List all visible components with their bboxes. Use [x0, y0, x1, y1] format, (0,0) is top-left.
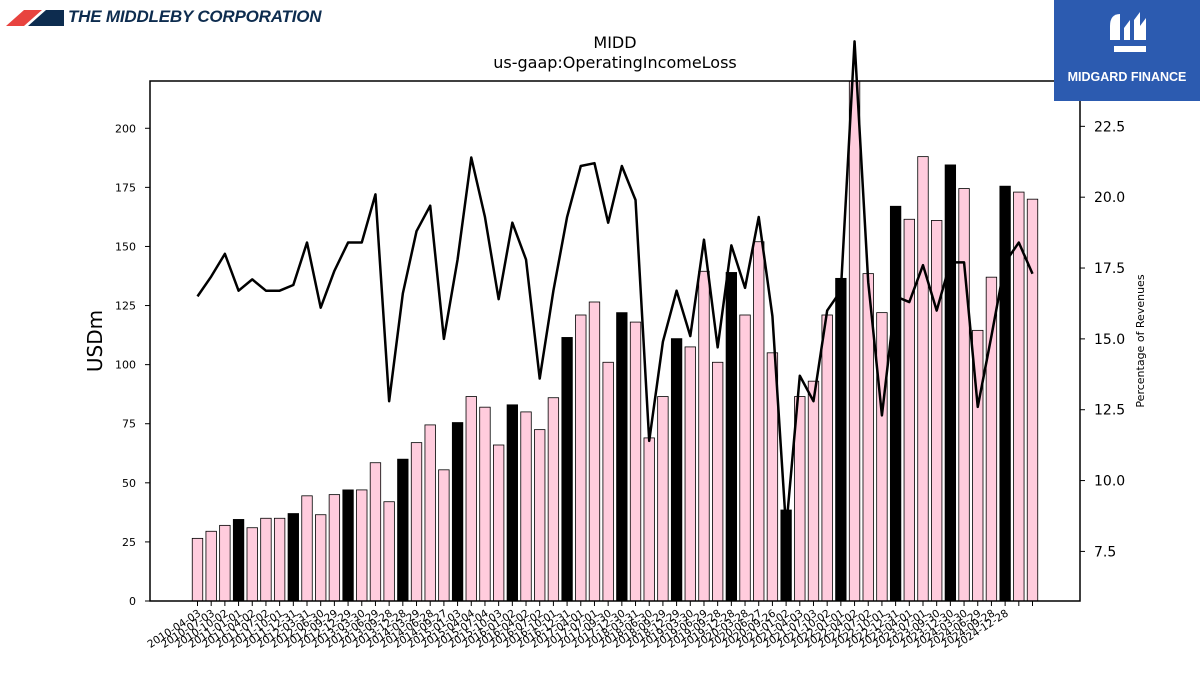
bar	[835, 277, 847, 602]
y2-tick-label: 15.0	[1094, 332, 1125, 348]
bar	[807, 380, 820, 602]
bar	[985, 276, 998, 602]
bar	[698, 270, 710, 602]
bar	[465, 396, 477, 602]
bar	[643, 437, 655, 602]
plot-frame	[149, 80, 1081, 602]
bar	[287, 513, 299, 602]
bar	[219, 524, 231, 602]
bar	[1026, 198, 1039, 602]
y-axis-label: USDm	[83, 310, 107, 372]
y2-tick-label: 17.5	[1094, 261, 1125, 277]
right-axis-ticks: 7.5 10.0 12.5 15.0 17.5 20.0 22.5	[1080, 119, 1125, 560]
bar	[520, 411, 532, 602]
bar	[958, 188, 970, 602]
bar	[753, 241, 765, 602]
midgard-mark-icon	[1110, 12, 1146, 52]
middleby-logo: THE MIDDLEBY CORPORATION	[6, 4, 322, 30]
bar	[383, 501, 395, 602]
bar	[848, 80, 861, 602]
bar-series	[191, 80, 1039, 602]
bar	[944, 164, 957, 602]
bar	[588, 301, 601, 602]
y-tick-label: 125	[115, 300, 136, 313]
bar	[547, 397, 560, 602]
y2-tick-label: 12.5	[1094, 403, 1125, 419]
partner-logo-text: MIDGARD FINANCE	[1067, 70, 1187, 84]
bar	[506, 404, 518, 602]
bar	[917, 156, 929, 602]
y-tick-label: 75	[122, 418, 136, 431]
chart-title: MIDD	[593, 33, 637, 52]
bar	[492, 444, 505, 602]
bar	[369, 462, 382, 602]
bar	[889, 205, 902, 602]
bar	[657, 396, 669, 602]
bar	[616, 312, 628, 602]
bar	[876, 312, 888, 602]
bar	[410, 442, 423, 602]
bar	[629, 321, 642, 602]
bar	[342, 489, 354, 602]
bar	[438, 469, 450, 602]
bar	[356, 489, 368, 602]
y-tick-label: 100	[115, 359, 136, 372]
bar	[328, 494, 341, 602]
percentage-line	[196, 40, 1034, 530]
bar	[739, 314, 751, 602]
chart-subtitle: us-gaap:OperatingIncomeLoss	[493, 53, 737, 72]
bar	[260, 517, 272, 602]
bar	[273, 517, 286, 602]
left-axis-ticks: 0 25 50 75 100 125 150 175 200	[115, 122, 150, 608]
y-tick-label: 50	[122, 477, 136, 490]
y2-axis-label: Percentage of Revenues	[1134, 274, 1147, 407]
bar	[424, 424, 436, 602]
bar	[903, 218, 915, 602]
bar	[191, 537, 204, 602]
bar	[575, 314, 587, 602]
bar	[999, 185, 1011, 602]
y2-tick-label: 22.5	[1094, 119, 1125, 135]
y-tick-label: 150	[115, 240, 136, 253]
company-logo-text: THE MIDDLEBY CORPORATION	[68, 7, 322, 26]
midgard-finance-logo: MIDGARD FINANCE	[1054, 0, 1200, 101]
bar	[561, 337, 573, 602]
y-tick-label: 175	[115, 181, 136, 194]
bar	[602, 361, 614, 602]
bar	[301, 495, 313, 602]
y2-tick-label: 20.0	[1094, 190, 1125, 206]
bar	[315, 514, 327, 602]
bar	[205, 530, 217, 602]
x-axis-ticks: 2010-04-032010-07-032010-10-022011-01-01…	[145, 601, 1033, 651]
bar	[451, 422, 464, 602]
bar	[479, 406, 491, 602]
middleby-mark-icon	[6, 10, 64, 26]
bar	[670, 338, 683, 602]
bar	[534, 429, 546, 602]
y-tick-label: 25	[122, 536, 136, 549]
bar	[931, 220, 943, 602]
bar	[684, 346, 696, 602]
y-tick-label: 0	[129, 595, 136, 608]
bar	[246, 527, 258, 602]
y2-tick-label: 7.5	[1094, 544, 1116, 560]
bar	[712, 361, 724, 602]
bar	[725, 272, 737, 602]
bar	[821, 314, 833, 602]
bar	[397, 458, 409, 602]
y2-tick-label: 10.0	[1094, 474, 1125, 490]
y-tick-label: 200	[115, 122, 136, 135]
bar	[232, 519, 245, 602]
